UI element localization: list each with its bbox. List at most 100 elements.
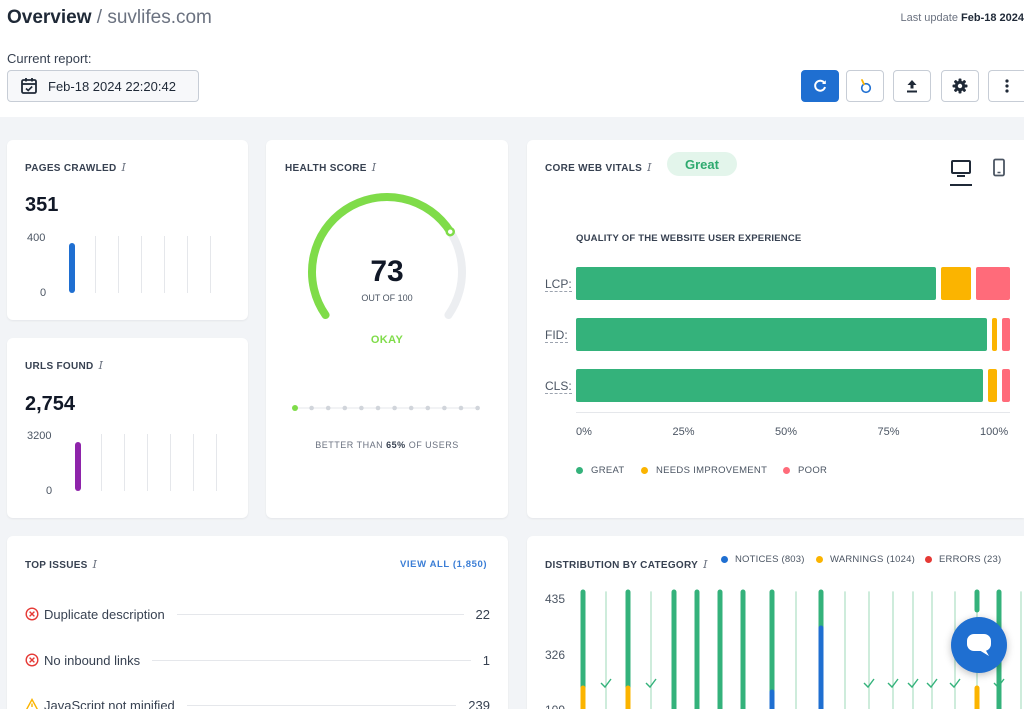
dot-track-point <box>375 405 381 411</box>
chat-button[interactable] <box>951 617 1007 673</box>
info-icon[interactable]: i <box>703 558 708 571</box>
cwv-bar-segment[interactable] <box>576 369 984 402</box>
last-update: Last update Feb-18 2024 <box>900 12 1024 24</box>
page-title-main: Overview <box>7 7 92 28</box>
issue-row[interactable]: No inbound links 1 <box>25 650 490 670</box>
info-icon[interactable]: i <box>371 161 377 174</box>
cwv-bar-segment[interactable] <box>941 267 972 300</box>
refresh-button[interactable] <box>801 70 839 102</box>
chat-icon <box>967 634 991 656</box>
info-icon[interactable]: i <box>647 161 652 174</box>
info-icon[interactable]: i <box>98 359 104 372</box>
health-score-status: OKAY <box>370 334 404 346</box>
calendar-icon <box>21 78 37 94</box>
refresh-icon <box>814 79 826 92</box>
google-analytics-button[interactable] <box>846 70 884 102</box>
legend-poor-label: POOR <box>798 465 828 476</box>
view-all-link[interactable]: VIEW ALL (1,850) <box>400 559 488 570</box>
legend-errors[interactable]: ERRORS (23) <box>925 554 1001 565</box>
report-date-selector[interactable]: Feb-18 2024 22:20:42 <box>7 70 199 102</box>
legend-dot-needs <box>641 467 648 474</box>
pages-crawled-bar <box>69 243 75 293</box>
cwv-bar-segment[interactable] <box>1001 369 1010 402</box>
more-options-button[interactable] <box>988 70 1024 102</box>
check-icon <box>907 678 919 689</box>
health-dot-track <box>292 405 480 411</box>
legend-needs-improvement: NEEDS IMPROVEMENT <box>641 465 767 476</box>
legend-errors-label: ERRORS (23) <box>939 554 1002 565</box>
better-value: 65% <box>386 440 406 450</box>
dot-track-point <box>475 405 480 411</box>
health-score-title: HEALTH SCORE i <box>285 161 376 174</box>
distribution-title-text: DISTRIBUTION BY CATEGORY <box>545 560 699 571</box>
grid-line <box>147 434 148 491</box>
issue-row[interactable]: Duplicate description 22 <box>25 604 490 624</box>
info-icon[interactable]: i <box>121 161 127 174</box>
cwv-bar-segment[interactable] <box>988 369 997 402</box>
cwv-bar-segment[interactable] <box>1002 318 1010 351</box>
cwv-row-label: LCP: <box>545 277 572 292</box>
last-update-value: Feb-18 2024 <box>961 12 1024 24</box>
top-issues-card <box>7 536 508 709</box>
urls-found-value: 2,754 <box>25 393 76 415</box>
legend-warnings-label: WARNINGS (1024) <box>830 554 915 565</box>
cwv-status-badge: Great <box>667 152 737 176</box>
cwv-title-text: CORE WEB VITALS <box>545 163 643 174</box>
pages-crawled-card <box>7 140 248 320</box>
urls-found-card <box>7 338 248 518</box>
more-icon <box>1004 79 1009 93</box>
dot-track-point <box>309 405 314 411</box>
cwv-bar-segment[interactable] <box>992 318 998 351</box>
cwv-bar-segment[interactable] <box>976 267 1010 300</box>
check-icon <box>949 678 961 689</box>
cwv-x-tick: 50% <box>775 426 798 438</box>
better-than-text: BETTER THAN 65% OF USERS <box>266 440 508 450</box>
dot-track-point <box>292 405 298 411</box>
desktop-tab[interactable] <box>950 158 972 186</box>
distribution-title: DISTRIBUTION BY CATEGORY i <box>545 558 708 571</box>
check-icon <box>645 678 657 689</box>
info-icon[interactable]: i <box>92 558 98 571</box>
health-score-card <box>266 140 508 518</box>
title-separator: / <box>96 7 103 28</box>
cwv-x-tick: 25% <box>672 426 695 438</box>
export-button[interactable] <box>893 70 931 102</box>
error-icon <box>25 607 39 621</box>
grid-line <box>170 434 171 491</box>
dist-y-label: 435 <box>545 592 566 606</box>
cwv-row-label: FID: <box>545 328 568 343</box>
issue-row[interactable]: JavaScript not minified 239 <box>25 695 490 709</box>
issue-label: JavaScript not minified <box>44 697 175 709</box>
warning-icon <box>26 698 38 709</box>
legend-poor: POOR <box>783 465 827 476</box>
issue-count: 22 <box>475 606 490 622</box>
dist-y-label: 326 <box>545 648 566 662</box>
grid-line <box>164 236 165 293</box>
issue-divider <box>186 704 457 706</box>
top-issues-title: TOP ISSUES i <box>25 558 97 571</box>
current-report-label: Current report: <box>7 51 92 66</box>
mobile-tab[interactable] <box>990 158 1008 180</box>
cwv-row-label: CLS: <box>545 379 572 394</box>
mobile-icon <box>993 158 1005 177</box>
dot-track-point <box>442 405 447 411</box>
legend-notices[interactable]: NOTICES (803) <box>721 554 805 565</box>
check-icon <box>600 678 612 689</box>
legend-dot-notices <box>721 556 728 563</box>
dot-track-point <box>325 405 331 411</box>
settings-button[interactable] <box>941 70 979 102</box>
pages-crawled-title-text: PAGES CRAWLED <box>25 163 117 174</box>
urls-found-title-text: URLS FOUND <box>25 361 94 372</box>
cwv-bar-segment[interactable] <box>576 267 937 300</box>
grid-line <box>187 236 188 293</box>
issue-count: 239 <box>468 697 490 709</box>
check-icon <box>926 678 938 689</box>
grid-line <box>193 434 194 491</box>
distribution-chart <box>580 589 1022 709</box>
gauge-knob <box>445 226 456 237</box>
cwv-bar-segment[interactable] <box>576 318 988 351</box>
legend-warnings[interactable]: WARNINGS (1024) <box>816 554 915 565</box>
dot-track-point <box>425 405 431 411</box>
dot-track-point <box>342 405 348 411</box>
issue-divider <box>152 659 471 661</box>
